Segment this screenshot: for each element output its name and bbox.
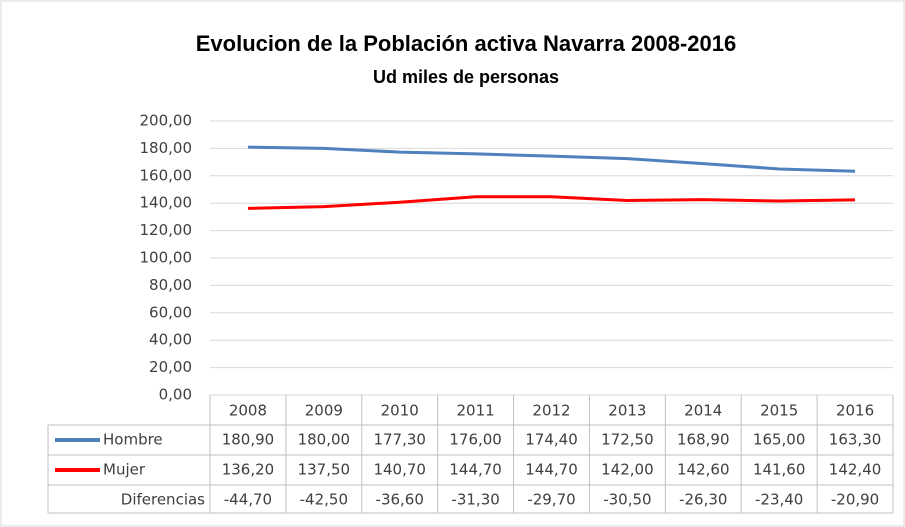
table-value: 180,90 [222,431,275,449]
table-value: 176,00 [449,431,502,449]
table-value: 168,90 [677,431,730,449]
table-value: -20,90 [831,491,879,509]
table-value: 142,40 [829,461,882,479]
table-value: 136,20 [222,461,275,479]
table-value: -30,50 [603,491,651,509]
y-tick-label: 200,00 [140,112,193,130]
table-value: -31,30 [451,491,499,509]
table-value: 137,50 [298,461,351,479]
y-tick-label: 60,00 [149,303,192,321]
table-value: 174,40 [525,431,578,449]
table-value: -29,70 [527,491,575,509]
legend-label: Diferencias [121,491,205,509]
x-tick-label: 2014 [684,402,722,420]
x-tick-label: 2008 [229,402,267,420]
x-tick-label: 2009 [305,402,343,420]
y-tick-label: 20,00 [149,358,192,376]
table-value: 142,60 [677,461,730,479]
x-tick-label: 2012 [532,402,570,420]
y-tick-label: 160,00 [140,166,193,184]
table-value: 144,70 [525,461,578,479]
y-tick-label: 120,00 [140,221,193,239]
table-value: -23,40 [755,491,803,509]
x-tick-label: 2013 [608,402,646,420]
y-tick-label: 0,00 [159,386,192,404]
x-tick-label: 2016 [836,402,874,420]
table-value: 144,70 [449,461,502,479]
y-tick-label: 180,00 [140,139,193,157]
table-value: 141,60 [753,461,806,479]
x-tick-label: 2011 [457,402,495,420]
table-value: -36,60 [376,491,424,509]
table-value: 142,00 [601,461,654,479]
series-line [247,145,856,173]
table-value: -44,70 [224,491,272,509]
y-tick-label: 100,00 [140,249,193,267]
chart-title: Evolucion de la Población activa Navarra… [196,31,736,56]
legend-label: Mujer [103,461,146,479]
table-value: 165,00 [753,431,806,449]
chart-subtitle: Ud miles de personas [373,67,559,87]
y-tick-label: 80,00 [149,276,192,294]
table-value: 163,30 [829,431,882,449]
x-tick-label: 2010 [381,402,419,420]
table-value: 172,50 [601,431,654,449]
x-tick-label: 2015 [760,402,798,420]
y-tick-label: 140,00 [140,194,193,212]
table-value: -26,30 [679,491,727,509]
table-value: 180,00 [298,431,351,449]
table-value: 177,30 [373,431,426,449]
table-value: -42,50 [300,491,348,509]
y-tick-label: 40,00 [149,331,192,349]
series-line [247,195,856,210]
table-value: 140,70 [373,461,426,479]
legend-label: Hombre [103,431,163,449]
